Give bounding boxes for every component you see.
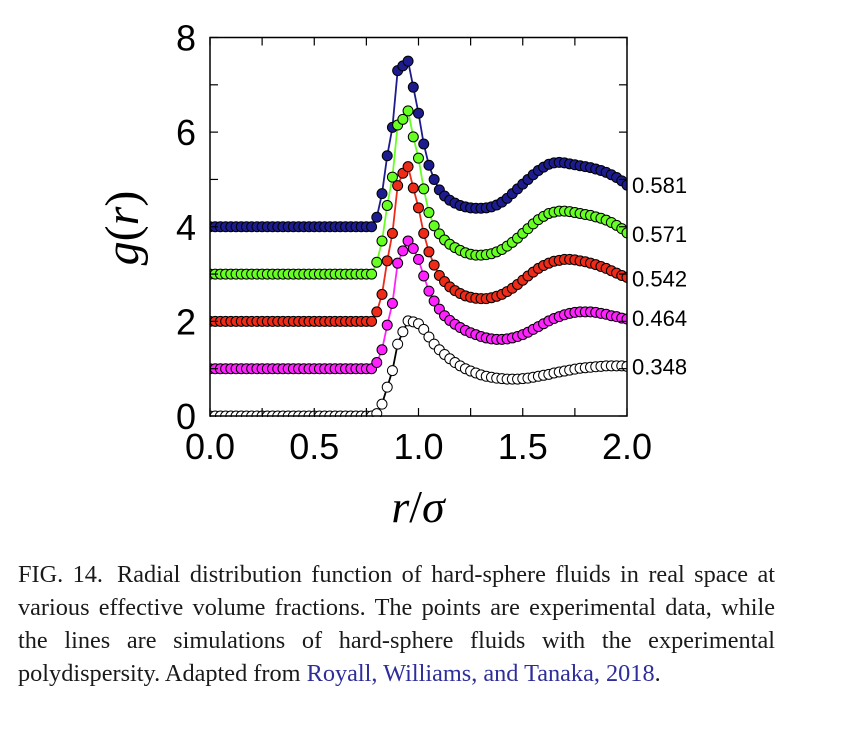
data-point (376, 398, 388, 410)
data-point (381, 381, 393, 393)
y-label-r: r (96, 206, 149, 225)
data-point (371, 256, 383, 268)
data-point (621, 271, 627, 283)
data-point (381, 199, 393, 211)
data-point (621, 227, 627, 239)
tick-labels: 0 2 4 6 8 0.0 0.5 1.0 1.5 2.0 (176, 18, 652, 468)
data-point (397, 113, 409, 125)
y-tick-label: 4 (176, 207, 196, 248)
data-point (376, 235, 388, 247)
data-point (413, 107, 424, 119)
data-point (376, 288, 388, 300)
x-tick-label: 2.0 (602, 426, 652, 467)
data-point (386, 171, 398, 183)
series-points-0.581 (210, 55, 627, 233)
x-tick-label: 1.0 (393, 426, 443, 467)
data-point (413, 202, 424, 214)
x-tick-label: 0.0 (185, 426, 235, 467)
data-point (371, 211, 383, 223)
data-point (413, 253, 424, 265)
data-point (366, 221, 378, 233)
axis-ticks (209, 36, 628, 417)
x-label-sigma: σ (422, 481, 447, 532)
data-point (428, 259, 440, 271)
data-point (392, 257, 404, 269)
series-points-0.464 (210, 235, 627, 375)
caption-text: Radial distribution function of hard-sph… (18, 561, 776, 687)
data-point (423, 159, 435, 171)
data-point (386, 297, 398, 309)
series-label-0.581: 0.581 (632, 173, 687, 198)
data-point (413, 152, 424, 164)
data-point (402, 105, 414, 117)
data-point (376, 344, 388, 356)
series-label-0.542: 0.542 (632, 266, 687, 291)
rdf-chart: 0 2 4 6 8 0.0 0.5 1.0 1.5 2.0 0.581 0.571 0.542 0.46… (96, 18, 687, 533)
data-point (418, 323, 430, 335)
x-tick-label: 1.5 (498, 426, 548, 467)
caption-end: . (654, 660, 661, 687)
data-point (402, 235, 414, 247)
figure-number: FIG. 14. (18, 561, 103, 588)
series-label-0.348: 0.348 (632, 354, 687, 379)
data-point (428, 295, 440, 307)
data-point (418, 138, 430, 150)
data-point (407, 243, 419, 255)
data-point (371, 357, 383, 369)
experimental-points (210, 55, 627, 417)
data-point (418, 183, 430, 195)
data-point (376, 188, 388, 200)
data-point (407, 131, 419, 143)
series-label-0.464: 0.464 (632, 306, 687, 331)
x-label-r: r (391, 481, 410, 532)
data-point (392, 180, 404, 192)
data-point (428, 220, 440, 232)
data-point (381, 150, 393, 162)
figure-caption: FIG. 14. Radial distribution function of … (18, 558, 775, 690)
data-point (423, 285, 435, 297)
data-point (366, 268, 378, 280)
data-point (418, 270, 430, 282)
data-point (386, 365, 398, 377)
data-point (381, 319, 393, 331)
data-point (402, 55, 414, 67)
series-labels: 0.581 0.571 0.542 0.464 0.348 (632, 173, 687, 379)
x-tick-label: 0.5 (289, 426, 339, 467)
data-point (397, 245, 409, 257)
data-point (386, 227, 398, 239)
series-points-0.542 (210, 161, 627, 327)
y-tick-label: 8 (176, 18, 196, 59)
citation-link[interactable]: Royall, Williams, and Tanaka, 2018 (306, 660, 655, 687)
y-tick-label: 6 (176, 112, 196, 153)
y-axis-label: g(r) (96, 191, 149, 266)
y-tick-label: 0 (176, 396, 196, 437)
y-label-open-paren: ( (96, 225, 149, 241)
series-label-0.571: 0.571 (632, 222, 687, 247)
data-point (397, 326, 409, 338)
data-point (423, 246, 435, 258)
data-point (402, 161, 414, 173)
data-point (381, 255, 393, 267)
data-point (428, 173, 440, 185)
series-points-0.571 (210, 105, 627, 280)
y-label-g: g (96, 241, 149, 265)
data-point (371, 306, 383, 318)
y-label-close-paren: ) (96, 191, 149, 207)
x-label-slash: / (409, 481, 422, 532)
data-point (371, 408, 383, 417)
data-point (407, 81, 419, 93)
x-axis-label: r/σ (391, 481, 447, 532)
data-point (621, 179, 627, 191)
data-point (366, 315, 378, 327)
data-point (392, 338, 404, 350)
data-point (418, 227, 430, 239)
y-tick-label: 2 (176, 301, 196, 342)
data-point (423, 207, 435, 219)
data-point (407, 182, 419, 194)
